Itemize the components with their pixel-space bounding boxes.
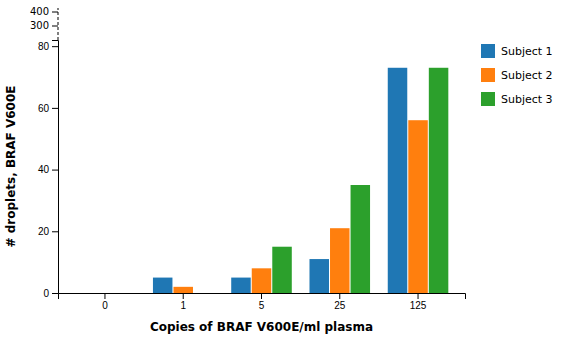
y-tick-mark xyxy=(52,170,58,171)
bar xyxy=(330,228,350,293)
axis-extension xyxy=(58,8,59,40)
y-tick: 0 xyxy=(43,288,58,299)
bar xyxy=(153,278,173,293)
bar xyxy=(95,293,115,294)
x-tick: 1 xyxy=(180,293,186,311)
legend-item: Subject 1 xyxy=(481,44,553,58)
y-tick-mark xyxy=(52,293,58,294)
x-tick-mark xyxy=(418,293,419,299)
legend-swatch xyxy=(481,92,495,106)
legend-item: Subject 3 xyxy=(481,92,553,106)
y-axis-line xyxy=(52,41,59,294)
x-tick-mark xyxy=(183,293,184,299)
plot: 01525125020406080400300 xyxy=(30,6,466,311)
y-tick-label: 40 xyxy=(38,164,50,175)
x-tick-label: 1 xyxy=(180,300,186,311)
annotation: 400 xyxy=(30,6,49,17)
chart: 01525125020406080400300Copies of BRAF V6… xyxy=(0,0,580,339)
legend-item: Subject 2 xyxy=(481,68,553,82)
x-tick-label: 5 xyxy=(259,300,265,311)
bar xyxy=(116,293,136,294)
bar xyxy=(173,287,193,293)
x-tick: 0 xyxy=(102,293,108,311)
bar xyxy=(231,278,251,293)
annotation-tick xyxy=(52,26,58,27)
legend-label: Subject 1 xyxy=(501,45,553,58)
y-tick: 40 xyxy=(38,164,58,175)
y-tick: 80 xyxy=(38,41,58,52)
x-tick-mark xyxy=(104,293,105,299)
x-tick-mark xyxy=(261,293,262,299)
y-tick-mark xyxy=(52,46,58,47)
legend-label: Subject 3 xyxy=(501,93,553,106)
x-tick-label: 125 xyxy=(410,300,427,311)
x-tick-label: 0 xyxy=(102,300,108,311)
x-tick: 25 xyxy=(334,293,346,311)
x-axis: 0 1 5 25 125 xyxy=(59,293,466,311)
annotation-tick xyxy=(52,12,58,13)
y-tick-mark xyxy=(52,108,58,109)
axis-break: 400300 xyxy=(30,6,58,40)
x-tick-mark xyxy=(339,293,340,299)
bar xyxy=(252,268,272,293)
bar xyxy=(351,185,371,293)
x-axis-title: Copies of BRAF V600E/ml plasma xyxy=(150,320,373,334)
y-tick: 20 xyxy=(38,226,58,237)
bar xyxy=(272,247,292,293)
y-tick: 60 xyxy=(38,103,58,114)
y-axis-title: # droplets, BRAF V600E xyxy=(4,85,18,247)
bar xyxy=(388,68,408,293)
x-tick: 5 xyxy=(259,293,265,311)
y-tick-label: 60 xyxy=(38,103,50,114)
bar xyxy=(408,120,428,293)
x-axis-line xyxy=(59,294,466,300)
annotation: 300 xyxy=(30,20,49,31)
bars xyxy=(153,68,448,293)
x-tick-label: 25 xyxy=(334,300,346,311)
y-tick-label: 80 xyxy=(38,41,50,52)
y-tick-label: 0 xyxy=(43,288,49,299)
bar xyxy=(194,293,214,294)
y-tick-mark xyxy=(52,231,58,232)
legend-swatch xyxy=(481,68,495,82)
bar xyxy=(429,68,449,293)
legend: Subject 1 Subject 2 Subject 3 xyxy=(481,44,553,106)
y-axis: 0 20 40 60 80 xyxy=(38,41,59,299)
bar xyxy=(75,293,95,294)
y-tick-label: 20 xyxy=(38,226,50,237)
legend-swatch xyxy=(481,44,495,58)
legend-label: Subject 2 xyxy=(501,69,553,82)
bar xyxy=(309,259,329,293)
x-tick: 125 xyxy=(410,293,427,311)
